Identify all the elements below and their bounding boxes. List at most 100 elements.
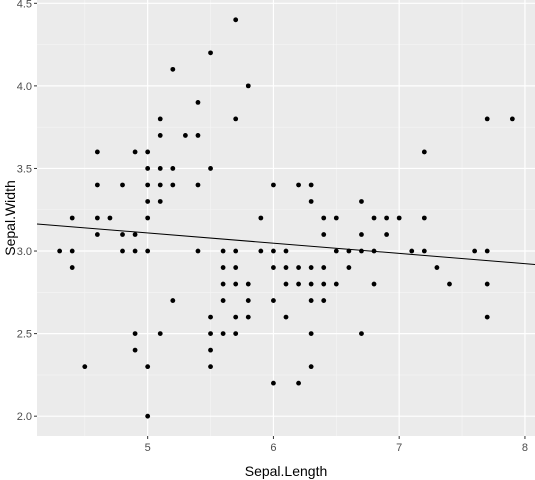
data-point [157,182,163,188]
x-tick-label: 8 [522,442,528,454]
data-point [371,215,377,221]
data-point [145,149,151,155]
data-point [233,314,239,320]
data-point [283,248,289,254]
data-point [321,232,327,237]
data-point [132,331,138,337]
data-point [308,265,314,270]
data-point [132,248,138,254]
data-point [233,331,239,337]
data-point [157,116,163,122]
data-point [195,133,201,138]
data-point [296,281,301,287]
data-point [233,17,239,23]
data-points [57,17,515,419]
data-point [321,215,327,221]
data-point [170,166,176,171]
data-point [69,248,75,254]
y-tick-label: 2.0 [17,411,32,423]
x-axis-title: Sepal.Length [245,463,328,479]
x-axis-ticks: 5 6 7 8 [145,436,528,454]
data-point [145,413,151,419]
data-point [208,50,213,56]
data-point [283,281,289,287]
data-point [296,182,301,188]
data-point [308,199,314,204]
data-point [484,281,490,287]
data-point [271,265,276,270]
data-point [145,199,151,204]
data-point [107,215,113,221]
data-point [233,248,239,254]
data-point [321,281,327,287]
data-point [271,380,276,386]
data-point [296,265,301,270]
plot-panel [37,0,535,436]
x-tick-label: 5 [145,442,151,454]
data-point [296,380,301,386]
data-point [384,215,390,221]
data-point [283,265,289,270]
data-point [195,99,201,105]
data-point [346,265,352,270]
data-point [157,166,163,171]
data-point [308,364,314,370]
data-point [220,298,226,303]
data-point [359,331,364,337]
data-point [170,182,176,188]
data-point [195,248,201,254]
data-point [208,331,213,337]
data-point [132,149,138,155]
data-point [333,215,339,221]
data-point [447,281,452,287]
data-point [333,248,339,254]
data-point [195,182,201,188]
data-point [208,166,213,171]
data-point [308,298,314,303]
data-point [145,248,151,254]
data-point [220,331,226,337]
data-point [220,281,226,287]
trend-line [36,223,535,265]
data-point [421,149,427,155]
data-point [94,215,100,221]
data-point [120,182,125,188]
data-point [145,182,151,188]
data-point [384,232,390,237]
data-point [421,248,427,254]
y-axis-title: Sepal.Width [2,180,18,255]
data-point [182,133,188,138]
data-point [434,265,440,270]
data-point [145,215,151,221]
data-point [308,281,314,287]
y-tick-label: 4.0 [17,81,32,93]
data-point [69,215,75,221]
minor-gridlines [37,0,535,436]
data-point [94,182,100,188]
data-point [484,248,490,254]
data-point [258,248,264,254]
data-point [208,364,213,370]
data-point [333,281,339,287]
data-point [132,347,138,353]
data-point [120,248,125,254]
data-point [233,116,239,122]
data-point [82,364,88,370]
y-axis-ticks: 2.0 2.5 3.0 3.5 4.0 4.5 [17,0,37,423]
data-point [409,248,415,254]
y-tick-label: 3.5 [17,163,32,175]
data-point [359,199,364,204]
data-point [132,232,138,237]
data-point [359,232,364,237]
data-point [321,265,327,270]
y-tick-label: 3.0 [17,246,32,258]
data-point [271,248,276,254]
data-point [233,265,239,270]
data-point [170,66,176,72]
data-point [208,314,213,320]
data-point [258,215,264,221]
data-point [145,166,151,171]
data-point [57,248,63,254]
data-point [220,265,226,270]
